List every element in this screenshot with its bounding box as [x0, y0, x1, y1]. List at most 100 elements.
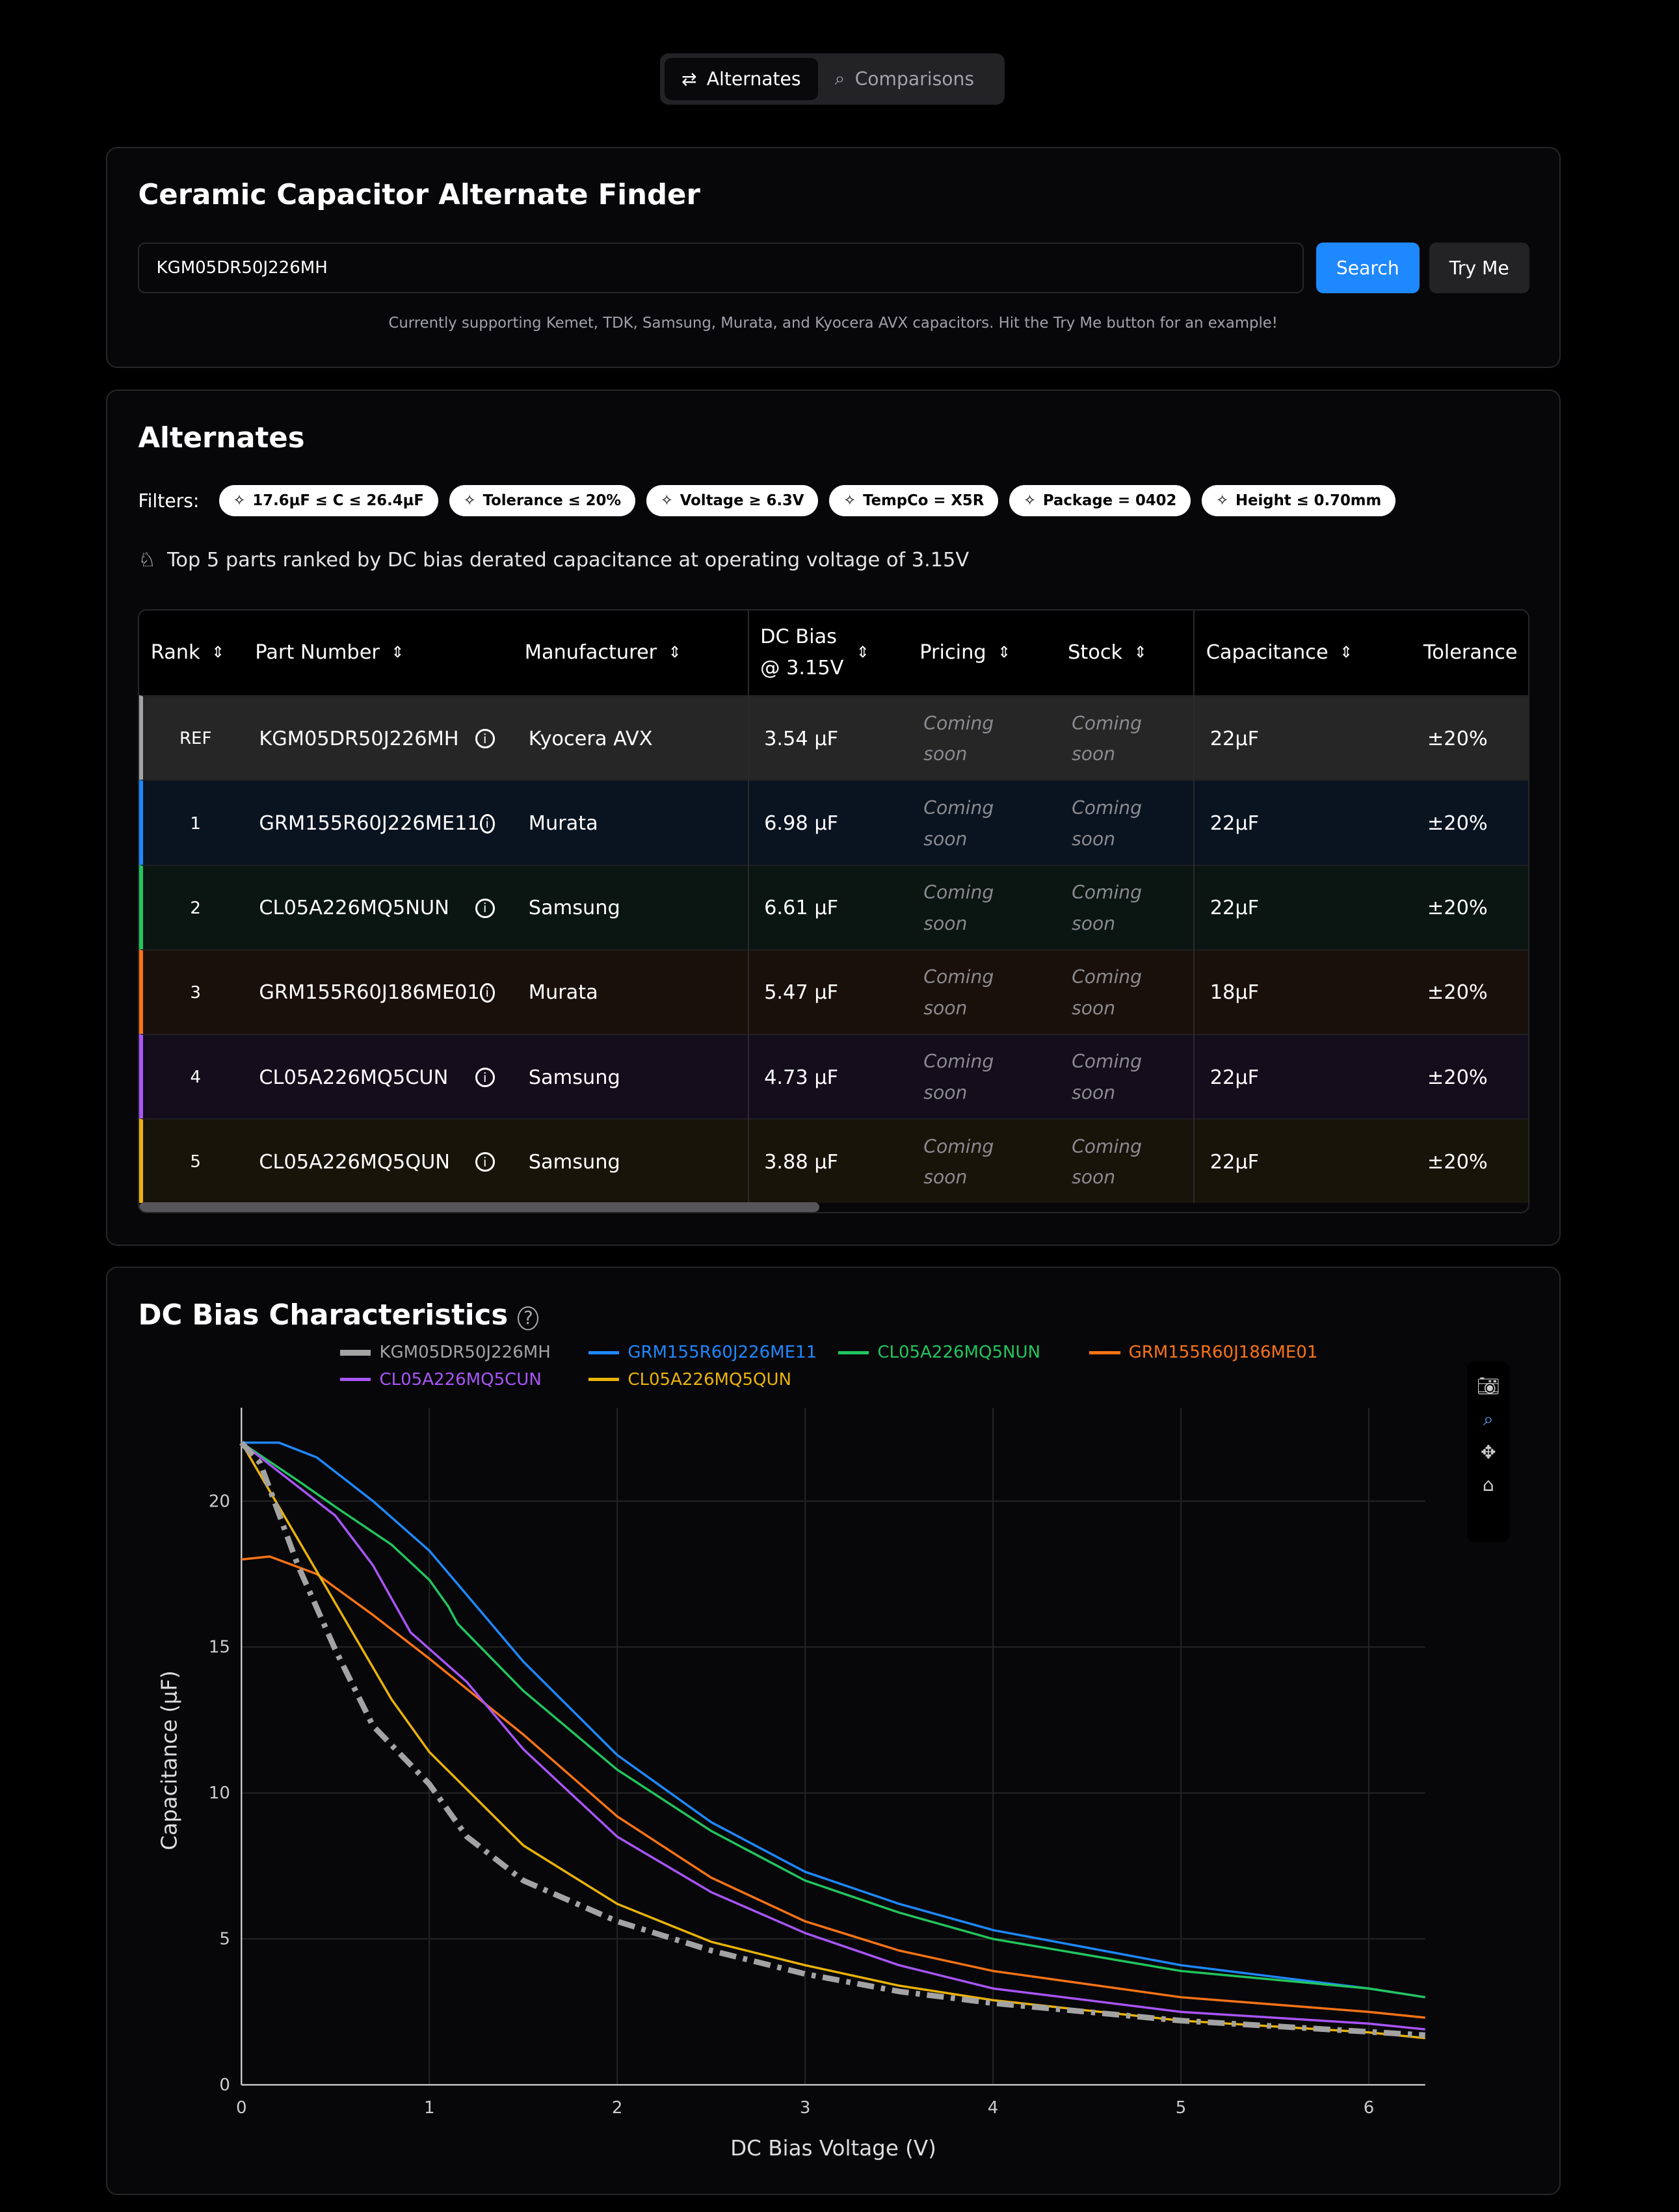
sparkle-icon: ✧	[463, 492, 476, 510]
filter-chip[interactable]: ✧ Package = 0402	[1009, 485, 1191, 516]
table-row[interactable]: REF KGM05DR50J226MH i Kyocera AVX 3.54 µF Com…	[139, 695, 1528, 780]
part-number[interactable]: CL05A226MQ5CUN	[259, 1066, 449, 1089]
tab-comparisons[interactable]: ⌕ Comparisons	[834, 68, 975, 90]
y-tick-label: 15	[208, 1638, 230, 1657]
x-tick-label: 3	[799, 2098, 810, 2118]
home-icon[interactable]: ⌂	[1482, 1474, 1494, 1496]
ranking-info: ♘ Top 5 parts ranked by DC bias derated c…	[138, 548, 970, 572]
column-header[interactable]: Pricing ⇕	[908, 611, 1057, 695]
info-icon[interactable]: i	[475, 1068, 495, 1088]
camera-icon[interactable]: 📷︎	[1476, 1375, 1500, 1397]
try-me-button[interactable]: Try Me	[1429, 243, 1529, 294]
info-icon[interactable]: i	[479, 813, 495, 834]
filter-chip[interactable]: ✧ Voltage ≥ 6.3V	[646, 485, 819, 516]
series-line	[241, 1442, 1425, 1999]
horizontal-scrollbar[interactable]	[139, 1202, 820, 1212]
sparkle-icon: ✧	[660, 492, 673, 510]
part-number[interactable]: KGM05DR50J226MH	[259, 727, 459, 750]
table-row[interactable]: 1 GRM155R60J226ME11 i Murata 6.98 µF Coming so…	[139, 780, 1528, 865]
filter-chip[interactable]: ✧ Height ≤ 0.70mm	[1202, 485, 1395, 516]
alternates-card: Alternates Filters: ✧ 17.6µF ≤ C ≤ 26.4µF…	[105, 389, 1561, 1246]
tolerance-value: ±20%	[1427, 1150, 1488, 1174]
tolerance-value: ±20%	[1427, 1066, 1488, 1089]
column-header[interactable]: Stock ⇕	[1057, 611, 1195, 695]
series-line	[240, 1442, 1425, 2040]
manufacturer: Murata	[528, 981, 598, 1005]
part-number-input[interactable]: KGM05DR50J226MH	[138, 243, 1304, 294]
filters-bar: Filters: ✧ 17.6µF ≤ C ≤ 26.4µF ✧ Tolerance …	[138, 485, 1395, 516]
capacitance-value: 18µF	[1210, 981, 1260, 1005]
help-icon[interactable]: ?	[518, 1306, 539, 1331]
capacitance-value: 22µF	[1210, 1150, 1260, 1174]
sort-icon[interactable]: ⇕	[668, 643, 681, 662]
stock-value: Coming soon	[1072, 712, 1143, 765]
sort-icon[interactable]: ⇕	[997, 643, 1011, 662]
series-line	[240, 1442, 1425, 1999]
table-row[interactable]: 3 GRM155R60J186ME01 i Murata 5.47 µF Coming so…	[139, 949, 1528, 1034]
dc-bias-value: 5.47 µF	[764, 981, 839, 1005]
legend-item[interactable]: GRM155R60J226ME11	[588, 1343, 817, 1362]
x-tick-label: 1	[424, 2098, 435, 2118]
search-button[interactable]: Search	[1316, 243, 1420, 294]
pricing-value: Coming soon	[923, 1135, 994, 1189]
sort-icon[interactable]: ⇕	[1339, 643, 1353, 662]
info-icon[interactable]: i	[475, 729, 495, 749]
table-row[interactable]: 2 CL05A226MQ5NUN i Samsung 6.61 µF Coming soon…	[139, 864, 1528, 949]
x-tick-label: 2	[611, 2098, 622, 2118]
legend-item[interactable]: CL05A226MQ5QUN	[588, 1370, 791, 1389]
info-icon[interactable]: i	[475, 898, 495, 918]
chart-title: DC Bias Characteristics ?	[138, 1299, 539, 1332]
column-header[interactable]: Part Number ⇕	[244, 611, 513, 695]
legend-item[interactable]: GRM155R60J186ME01	[1089, 1343, 1317, 1362]
filter-chip[interactable]: ✧ 17.6µF ≤ C ≤ 26.4µF	[218, 485, 438, 516]
column-divider	[747, 611, 749, 1204]
chart-card: DC Bias Characteristics ? KGM05DR50J226M…	[105, 1267, 1561, 2196]
stock-value: Coming soon	[1072, 1135, 1143, 1189]
legend-item[interactable]: CL05A226MQ5CUN	[339, 1370, 542, 1389]
info-icon[interactable]: i	[479, 983, 495, 1003]
sparkle-icon: ✧	[233, 492, 246, 510]
tolerance-value: ±20%	[1427, 727, 1488, 750]
y-tick-label: 10	[208, 1784, 230, 1803]
manufacturer: Samsung	[528, 1150, 620, 1174]
part-number[interactable]: CL05A226MQ5QUN	[259, 1150, 451, 1174]
table-row[interactable]: 5 CL05A226MQ5QUN i Samsung 3.88 µF Coming soon…	[139, 1118, 1528, 1204]
x-tick-label: 6	[1363, 2098, 1374, 2118]
column-header[interactable]: Rank ⇕	[139, 611, 244, 695]
x-tick-label: 0	[236, 2098, 247, 2118]
dc-bias-chart: 0 1 2 3 4 5 6 0 5 10 15 20 DC Bias Voltage (V) Capaci…	[157, 1408, 1425, 2161]
filter-chip[interactable]: ✧ TempCo = X5R	[829, 485, 998, 516]
part-number[interactable]: GRM155R60J186ME01	[259, 981, 480, 1005]
pricing-value: Coming soon	[923, 882, 994, 934]
dc-bias-value: 3.54 µF	[764, 727, 839, 750]
column-header[interactable]: DC Bias @ 3.15V ⇕	[760, 625, 869, 680]
legend-item[interactable]: KGM05DR50J226MH	[339, 1343, 551, 1362]
view-tabs: ⇄ Alternates ⌕ Comparisons	[660, 53, 1005, 105]
capacitance-value: 22µF	[1210, 897, 1260, 920]
y-tick-label: 5	[219, 1930, 230, 1949]
tab-alternates[interactable]: ⇄ Alternates	[664, 57, 818, 101]
part-number[interactable]: GRM155R60J226ME11	[259, 812, 480, 836]
award-icon: ♘	[138, 548, 156, 572]
zoom-icon[interactable]: ⌕	[1483, 1408, 1494, 1430]
page-title: Ceramic Capacitor Alternate Finder	[138, 179, 700, 212]
swap-icon: ⇄	[681, 68, 697, 90]
table-row[interactable]: 4 CL05A226MQ5CUN i Samsung 4.73 µF Coming soon…	[139, 1034, 1528, 1119]
stock-value: Coming soon	[1072, 966, 1143, 1019]
sort-icon[interactable]: ⇕	[391, 643, 404, 662]
manufacturer: Samsung	[528, 1066, 620, 1089]
sort-icon[interactable]: ⇕	[1133, 643, 1147, 662]
legend-item[interactable]: CL05A226MQ5NUN	[838, 1343, 1040, 1362]
filter-chip[interactable]: ✧ Tolerance ≤ 20%	[449, 485, 635, 516]
pricing-value: Coming soon	[923, 797, 994, 850]
column-header[interactable]: Manufacturer ⇕	[513, 611, 748, 695]
column-header[interactable]: Capacitance ⇕	[1195, 611, 1412, 695]
series-line	[239, 1441, 1425, 2038]
sort-icon[interactable]: ⇕	[211, 643, 224, 662]
part-number[interactable]: CL05A226MQ5NUN	[259, 897, 449, 920]
column-header[interactable]: Tolerance	[1423, 641, 1518, 665]
info-icon[interactable]: i	[475, 1152, 495, 1172]
sort-icon[interactable]: ⇕	[856, 643, 869, 662]
pan-icon[interactable]: ✥	[1481, 1441, 1496, 1463]
sparkle-icon: ✧	[843, 492, 856, 510]
